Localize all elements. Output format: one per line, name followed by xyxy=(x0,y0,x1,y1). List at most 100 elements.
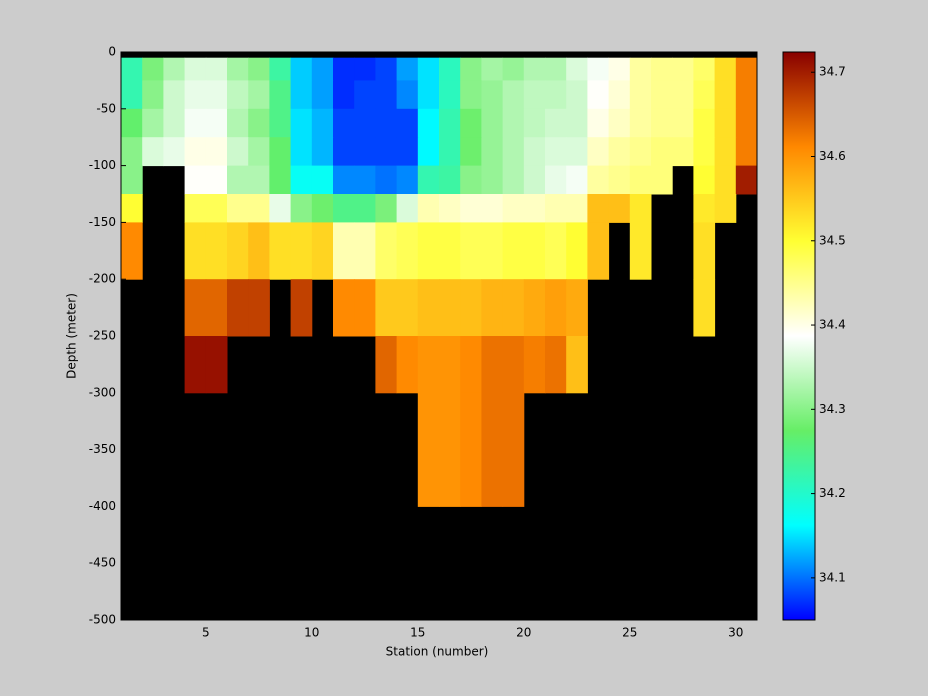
heatmap-cell xyxy=(205,137,228,167)
heatmap-cell xyxy=(439,108,461,138)
heatmap-cell xyxy=(248,137,270,167)
heatmap-cell xyxy=(227,194,249,223)
heatmap-cell xyxy=(375,165,398,195)
colorbar-tick-label: 34.5 xyxy=(819,233,846,247)
heatmap-cell xyxy=(396,336,419,394)
heatmap-cell xyxy=(439,222,461,280)
heatmap-cell xyxy=(142,108,164,138)
heatmap-cell xyxy=(121,57,143,81)
heatmap-cell xyxy=(227,80,249,110)
heatmap-cell xyxy=(311,194,334,223)
heatmap-cell xyxy=(735,108,758,138)
heatmap-cell xyxy=(672,108,694,138)
colorbar-tick-label: 34.3 xyxy=(819,402,846,416)
y-tick-label: -100 xyxy=(89,158,116,172)
colorbar-tick-label: 34.6 xyxy=(819,149,846,163)
heatmap-cell xyxy=(248,57,270,81)
heatmap-cell xyxy=(693,57,716,81)
heatmap-cell xyxy=(545,279,567,337)
heatmap-cell xyxy=(333,194,355,223)
heatmap-cell xyxy=(439,137,461,167)
heatmap-cell xyxy=(693,80,716,110)
heatmap-cell xyxy=(269,194,292,223)
x-tick-label: 25 xyxy=(622,626,637,640)
colorbar-tick-label: 34.1 xyxy=(819,570,846,584)
heatmap-cell xyxy=(672,80,694,110)
heatmap-cell xyxy=(354,108,376,138)
heatmap-cell xyxy=(502,57,525,81)
heatmap-cell xyxy=(545,336,567,394)
colorbar-tick-label: 34.4 xyxy=(819,318,846,332)
x-tick-label: 30 xyxy=(728,626,743,640)
heatmap-cell xyxy=(481,137,504,167)
heatmap-cell xyxy=(714,194,737,223)
heatmap-cell xyxy=(184,194,207,223)
heatmap-cell xyxy=(693,194,716,223)
heatmap-cell xyxy=(439,165,461,195)
heatmap-cell xyxy=(481,222,504,280)
heatmap-cell xyxy=(163,57,186,81)
heatmap-cell xyxy=(248,194,270,223)
heatmap-cell xyxy=(629,57,652,81)
heatmap-cell xyxy=(566,57,588,81)
heatmap-cell xyxy=(651,108,673,138)
heatmap-cell xyxy=(375,80,398,110)
heatmap-cell xyxy=(354,57,376,81)
heatmap-cell xyxy=(460,57,482,81)
heatmap-cell xyxy=(651,165,673,195)
heatmap-cell xyxy=(587,80,610,110)
heatmap-cell xyxy=(417,80,440,110)
heatmap-cell xyxy=(566,108,588,138)
heatmap-cell xyxy=(545,222,567,280)
heatmap-cell xyxy=(290,279,313,337)
heatmap-cell xyxy=(460,108,482,138)
heatmap-cell xyxy=(205,222,228,280)
heatmap-cell xyxy=(417,194,440,223)
heatmap-cell xyxy=(460,80,482,110)
heatmap-cell xyxy=(439,392,461,507)
heatmap-cell xyxy=(417,222,440,280)
heatmap-cell xyxy=(227,137,249,167)
heatmap-cell xyxy=(205,279,228,337)
heatmap-cell xyxy=(396,137,419,167)
heatmap-cell xyxy=(460,137,482,167)
heatmap-cell xyxy=(587,57,610,81)
heatmap-cell xyxy=(439,336,461,394)
heatmap-cell xyxy=(735,57,758,81)
heatmap-cell xyxy=(290,194,313,223)
y-tick-label: -250 xyxy=(89,329,116,343)
x-axis-label: Station (number) xyxy=(386,645,489,659)
heatmap-cell xyxy=(248,108,270,138)
y-tick-label: -400 xyxy=(89,499,116,513)
heatmap-cell xyxy=(460,336,482,394)
heatmap-cell xyxy=(714,57,737,81)
heatmap-cell xyxy=(693,222,716,280)
heatmap-cell xyxy=(375,57,398,81)
heatmap-cell xyxy=(184,108,207,138)
heatmap-cell xyxy=(566,336,588,394)
heatmap-cell xyxy=(248,80,270,110)
heatmap-cell xyxy=(439,80,461,110)
heatmap-cell xyxy=(460,222,482,280)
heatmap-cell xyxy=(566,222,588,280)
colorbar-tick-label: 34.7 xyxy=(819,65,846,79)
heatmap-cell xyxy=(523,137,546,167)
heatmap-cell xyxy=(311,108,334,138)
heatmap-cell xyxy=(735,165,758,195)
heatmap-cell xyxy=(290,222,313,280)
heatmap-cell xyxy=(417,336,440,394)
heatmap-cell xyxy=(184,279,207,337)
heatmap-cell xyxy=(184,57,207,81)
heatmap-cell xyxy=(439,194,461,223)
heatmap-cell xyxy=(121,222,143,280)
heatmap-cell xyxy=(290,165,313,195)
heatmap-cell xyxy=(460,165,482,195)
heatmap-cell xyxy=(269,222,292,280)
heatmap-cell xyxy=(205,194,228,223)
heatmap-cell xyxy=(608,137,631,167)
heatmap-cell xyxy=(354,137,376,167)
heatmap-cell xyxy=(523,108,546,138)
y-tick-label: -150 xyxy=(89,215,116,229)
heatmap-cell xyxy=(693,137,716,167)
